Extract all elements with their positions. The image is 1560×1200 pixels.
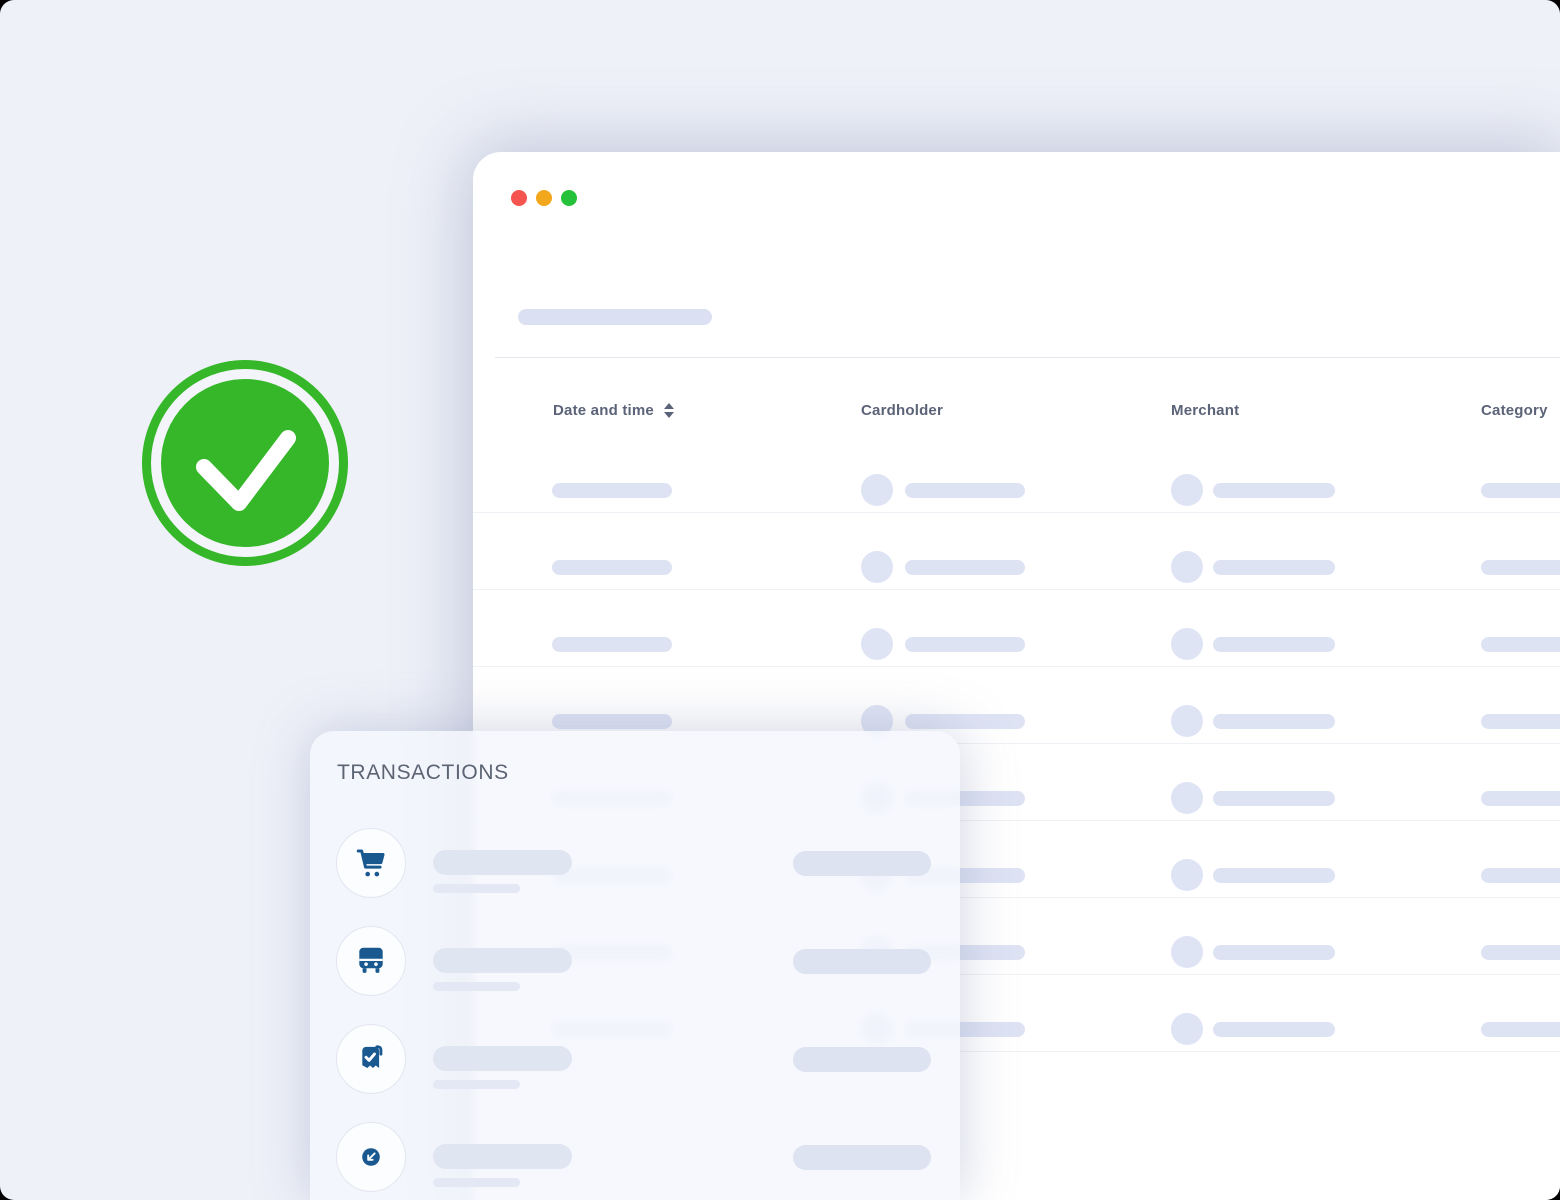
column-label: Date and time (553, 402, 654, 419)
merchant-cell-skeleton (1213, 560, 1335, 575)
cardholder-avatar-skeleton (861, 474, 893, 506)
category-cell-skeleton (1481, 714, 1560, 729)
incoming-transfer-icon (336, 1122, 406, 1192)
success-check-icon (142, 360, 348, 566)
cardholder-avatar-skeleton (861, 628, 893, 660)
merchant-cell-skeleton (1213, 637, 1335, 652)
close-window-button[interactable] (511, 190, 527, 206)
cardholder-cell-skeleton (905, 560, 1025, 575)
date-cell-skeleton (552, 483, 672, 498)
merchant-avatar-skeleton (1171, 474, 1203, 506)
item-amount-skeleton (793, 851, 931, 876)
merchant-avatar-skeleton (1171, 705, 1203, 737)
header-divider (495, 357, 1560, 358)
category-cell-skeleton (1481, 945, 1560, 960)
item-title-skeleton (433, 1144, 572, 1169)
item-subtitle-skeleton (433, 1080, 520, 1089)
cardholder-cell-skeleton (905, 483, 1025, 498)
item-title-skeleton (433, 850, 572, 875)
table-row[interactable] (473, 667, 1560, 744)
table-row[interactable] (473, 436, 1560, 513)
item-amount-skeleton (793, 1145, 931, 1170)
column-header-category: Category (1481, 402, 1548, 419)
item-amount-skeleton (793, 949, 931, 974)
search-input-skeleton (518, 309, 712, 325)
card-title: TRANSACTIONS (337, 761, 509, 784)
item-title-skeleton (433, 948, 572, 973)
column-header-date-and-time[interactable]: Date and time (553, 402, 674, 419)
merchant-avatar-skeleton (1171, 859, 1203, 891)
bus-icon (336, 926, 406, 996)
table-header: Date and time Cardholder Merchant Catego… (473, 398, 1560, 428)
table-row[interactable] (473, 590, 1560, 667)
cardholder-avatar-skeleton (861, 551, 893, 583)
cardholder-cell-skeleton (905, 714, 1025, 729)
merchant-cell-skeleton (1213, 1022, 1335, 1037)
date-cell-skeleton (552, 714, 672, 729)
merchant-avatar-skeleton (1171, 1013, 1203, 1045)
merchant-avatar-skeleton (1171, 936, 1203, 968)
merchant-cell-skeleton (1213, 868, 1335, 883)
shopping-cart-icon (336, 828, 406, 898)
merchant-avatar-skeleton (1171, 551, 1203, 583)
category-cell-skeleton (1481, 1022, 1560, 1037)
item-subtitle-skeleton (433, 884, 520, 893)
transaction-list-item[interactable] (310, 1010, 960, 1108)
transaction-list-item[interactable] (310, 912, 960, 1010)
transaction-list-item[interactable] (310, 1108, 960, 1200)
item-subtitle-skeleton (433, 1178, 520, 1187)
item-subtitle-skeleton (433, 982, 520, 991)
column-header-merchant: Merchant (1171, 402, 1240, 419)
column-header-cardholder: Cardholder (861, 402, 944, 419)
minimize-window-button[interactable] (536, 190, 552, 206)
window-controls (511, 190, 577, 206)
table-row[interactable] (473, 513, 1560, 590)
sort-icon[interactable] (663, 403, 674, 418)
merchant-avatar-skeleton (1171, 628, 1203, 660)
merchant-cell-skeleton (1213, 483, 1335, 498)
category-cell-skeleton (1481, 868, 1560, 883)
category-cell-skeleton (1481, 637, 1560, 652)
item-title-skeleton (433, 1046, 572, 1071)
item-amount-skeleton (793, 1047, 931, 1072)
category-cell-skeleton (1481, 560, 1560, 575)
category-cell-skeleton (1481, 483, 1560, 498)
transactions-card: TRANSACTIONS (310, 731, 960, 1200)
receipt-check-icon (336, 1024, 406, 1094)
merchant-cell-skeleton (1213, 714, 1335, 729)
zoom-window-button[interactable] (561, 190, 577, 206)
merchant-cell-skeleton (1213, 945, 1335, 960)
cardholder-cell-skeleton (905, 637, 1025, 652)
merchant-cell-skeleton (1213, 791, 1335, 806)
date-cell-skeleton (552, 637, 672, 652)
category-cell-skeleton (1481, 791, 1560, 806)
merchant-avatar-skeleton (1171, 782, 1203, 814)
date-cell-skeleton (552, 560, 672, 575)
transaction-list-item[interactable] (310, 814, 960, 912)
